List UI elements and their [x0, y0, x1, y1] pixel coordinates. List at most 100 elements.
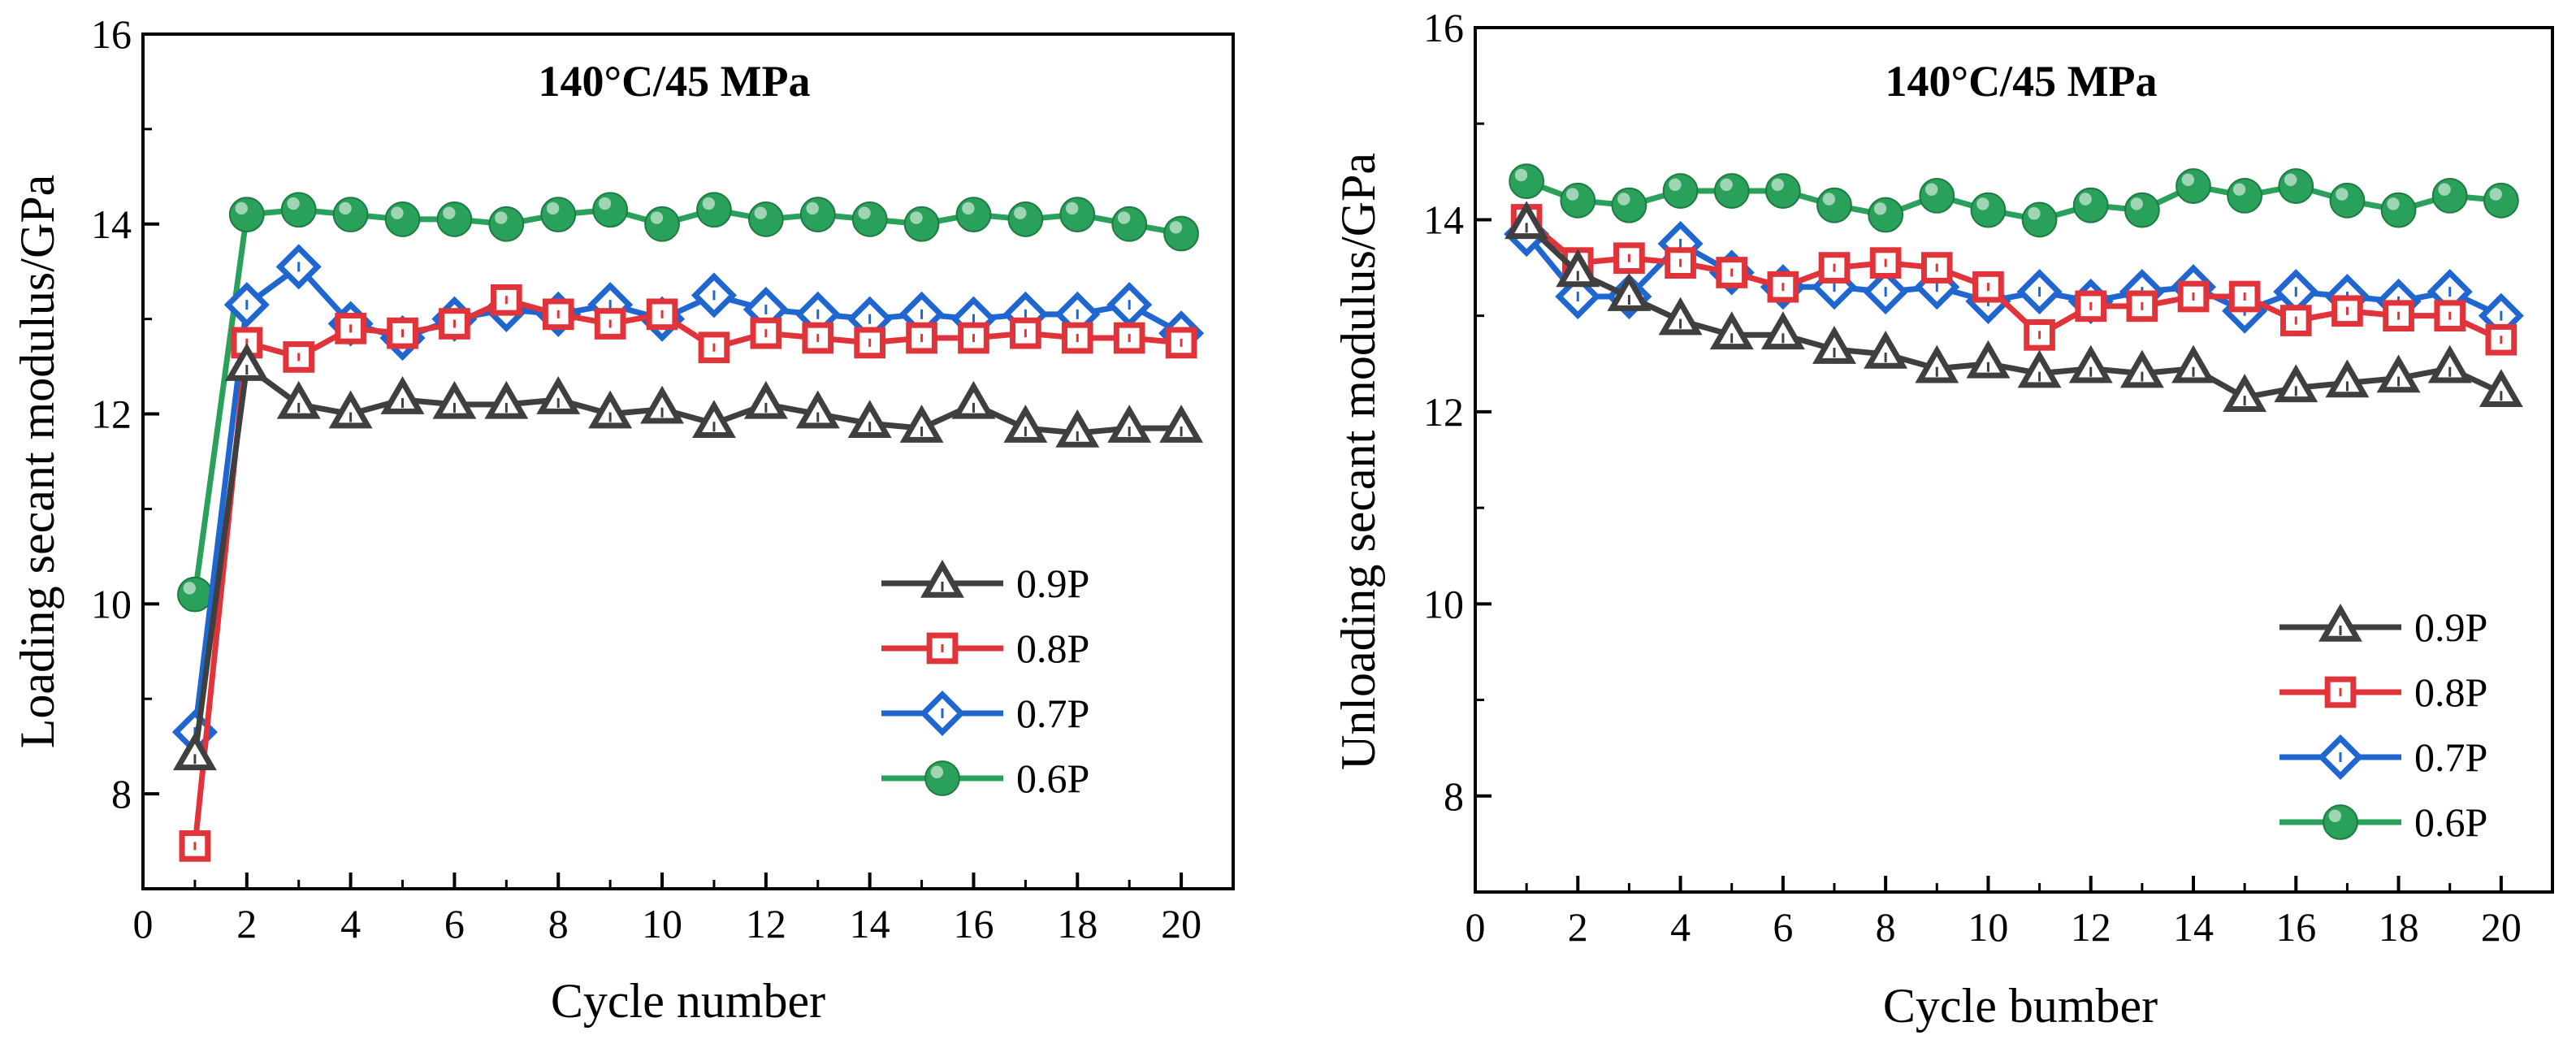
plot-frame — [1474, 26, 2554, 894]
marker-circle — [2176, 168, 2211, 204]
marker-highlight — [1976, 197, 1989, 210]
marker-circle — [696, 192, 732, 228]
marker-highlight — [650, 211, 664, 224]
marker-highlight — [2438, 183, 2451, 196]
marker-highlight — [391, 206, 404, 219]
marker-highlight — [962, 201, 975, 215]
marker-triangle — [2325, 359, 2370, 398]
marker-square — [542, 298, 574, 331]
marker-triangle — [1966, 340, 2011, 379]
marker-circle — [2278, 168, 2314, 204]
marker-highlight — [754, 206, 767, 219]
x-tick-label: 14 — [2173, 904, 2214, 950]
marker-triangle — [484, 380, 529, 419]
marker-circle — [1970, 192, 2007, 228]
marker-circle — [799, 197, 836, 232]
marker-triangle — [640, 385, 685, 424]
marker-square — [2075, 290, 2107, 323]
marker-square — [439, 308, 470, 340]
legend-item: 0.6P — [881, 756, 1089, 801]
series-0.8P — [1510, 204, 2518, 356]
marker-triangle — [1760, 311, 1805, 350]
y-tick-label: 16 — [91, 11, 132, 57]
marker-circle — [2323, 804, 2358, 840]
chart-unloading-modulus: 140°C/45 MPa Cycle bumber Unloading seca… — [1331, 5, 2554, 1033]
marker-circle — [2021, 201, 2058, 238]
series-line — [192, 206, 1182, 595]
marker-triangle — [588, 390, 633, 429]
y-tick-label: 14 — [1423, 197, 1464, 242]
y-tick-label: 12 — [1423, 389, 1464, 435]
marker-highlight — [1669, 178, 1682, 191]
marker-circle — [1713, 173, 1750, 209]
marker-circle — [2380, 192, 2417, 228]
marker-circle — [228, 197, 265, 232]
y-tick-label: 8 — [1444, 773, 1464, 819]
x-tick-label: 18 — [1057, 901, 1098, 946]
legend-item: 0.8P — [881, 626, 1089, 671]
legend-item: 0.8P — [2279, 669, 2487, 715]
marker-triangle — [1658, 297, 1703, 336]
marker-triangle — [2119, 349, 2164, 388]
legend-label: 0.8P — [2414, 669, 2487, 715]
marker-circle — [644, 206, 680, 242]
marker-circle — [851, 201, 888, 237]
marker-triangle — [847, 400, 892, 439]
x-axis-title: Cycle bumber — [1883, 979, 2158, 1033]
series-0.9P — [172, 343, 1204, 771]
marker-highlight — [910, 211, 923, 224]
marker-square — [594, 308, 626, 340]
marker-triangle — [1107, 405, 1152, 443]
marker-circle — [2072, 187, 2109, 223]
marker-circle — [1662, 173, 1699, 209]
x-tick-label: 12 — [2071, 904, 2111, 950]
marker-circle — [1163, 215, 1199, 252]
marker-highlight — [235, 201, 248, 215]
marker-highlight — [2181, 173, 2195, 187]
marker-highlight — [1822, 193, 1836, 206]
legend-item: 0.7P — [881, 690, 1089, 737]
marker-circle — [2227, 177, 2263, 214]
x-tick-label: 12 — [746, 901, 786, 946]
x-tick-label: 2 — [1568, 904, 1588, 950]
marker-triangle — [1864, 330, 1908, 369]
x-tick-label: 10 — [642, 901, 682, 946]
marker-circle — [2329, 182, 2366, 219]
marker-highlight — [930, 765, 944, 778]
marker-square — [1061, 322, 1093, 354]
marker-circle — [924, 760, 960, 796]
marker-triangle — [1003, 405, 1048, 443]
x-tick-label: 16 — [953, 901, 994, 946]
x-tick-label: 10 — [1968, 904, 2008, 950]
series-0.7P — [1504, 211, 2524, 339]
marker-square — [926, 632, 959, 665]
y-tick-label: 10 — [1423, 581, 1464, 626]
y-axis-title: Loading secant modulus/GPa — [11, 175, 64, 749]
x-tick-label: 8 — [548, 901, 569, 946]
marker-triangle — [2171, 344, 2215, 383]
x-tick-label: 4 — [340, 901, 361, 946]
marker-highlight — [1617, 193, 1630, 206]
marker-highlight — [2232, 183, 2246, 196]
marker-highlight — [806, 201, 819, 215]
x-tick-label: 14 — [850, 901, 890, 946]
marker-triangle — [1055, 409, 1100, 448]
marker-circle — [2483, 182, 2519, 219]
marker-highlight — [1873, 202, 1887, 215]
legend-label: 0.7P — [2414, 734, 2487, 780]
marker-circle — [332, 197, 369, 232]
series-0.9P — [1504, 201, 2523, 412]
marker-triangle — [1915, 344, 1959, 383]
marker-highlight — [546, 201, 560, 215]
marker-highlight — [598, 197, 612, 210]
marker-highlight — [2079, 193, 2092, 206]
marker-highlight — [1924, 183, 1938, 196]
x-tick-label: 4 — [1670, 904, 1691, 950]
marker-triangle — [276, 380, 321, 419]
marker-highlight — [443, 206, 456, 219]
series-0.6P — [1509, 163, 2519, 238]
legend-label: 0.8P — [1016, 626, 1089, 671]
y-tick-label: 12 — [91, 392, 132, 437]
chart-loading-modulus: 140°C/45 MPa Cycle number Loading secant… — [11, 11, 1235, 1028]
